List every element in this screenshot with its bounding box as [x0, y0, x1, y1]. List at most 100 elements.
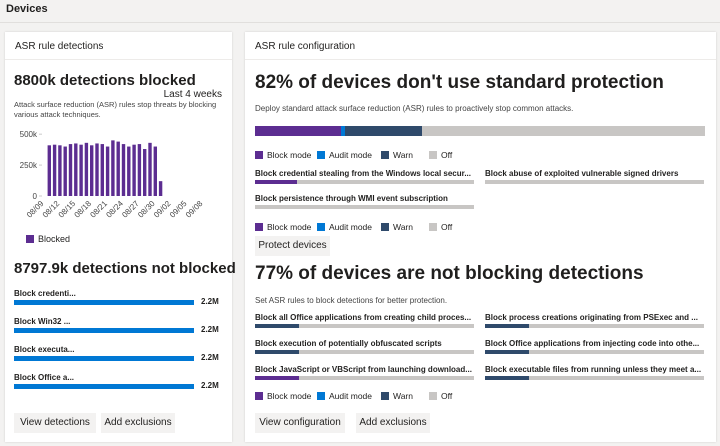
legend-label: Audit mode: [329, 391, 372, 401]
button[interactable]: Add exclusions: [101, 413, 175, 433]
rule-name: Block abuse of exploited vulnerable sign…: [485, 169, 679, 178]
bar: [74, 143, 78, 196]
button[interactable]: Protect devices: [255, 236, 330, 256]
bar: [63, 146, 67, 196]
rule-name: Block Win32 ...: [14, 317, 71, 326]
headline: 77% of devices are not blocking detectio…: [255, 263, 644, 284]
rule-value: 2.2M: [201, 297, 219, 306]
bar-segment: [298, 376, 474, 380]
legend-label: Block mode: [267, 222, 312, 232]
bar: [52, 144, 57, 196]
legend-swatch: [255, 151, 263, 159]
description: Set ASR rules to block detections for be…: [255, 296, 448, 305]
bar-segment: [255, 180, 297, 184]
bar: [153, 146, 157, 196]
legend-swatch: [255, 392, 263, 400]
y-tick-label: 250k: [20, 161, 38, 170]
rule-value: 2.2M: [201, 325, 219, 334]
rule-name: Block persistence through WMI event subs…: [255, 194, 448, 203]
headline: 8797.9k detections not blocked: [14, 260, 236, 277]
bar-segment: [345, 126, 422, 136]
bar: [158, 181, 163, 196]
page-title: Devices: [6, 3, 48, 15]
legend-swatch: [255, 223, 263, 231]
rule-bar: [14, 384, 194, 389]
card-title: ASR rule detections: [15, 41, 104, 52]
bar: [121, 144, 126, 196]
bar: [143, 149, 147, 196]
button[interactable]: View detections: [14, 413, 96, 433]
bar: [79, 144, 83, 196]
bar-segment: [421, 126, 705, 136]
configuration-card: ASR rule configuration 82% of devices don…: [245, 32, 716, 442]
card-divider: [5, 59, 232, 60]
legend-label: Warn: [393, 222, 413, 232]
rule-name: Block credenti...: [14, 289, 76, 298]
rule-value: 2.2M: [201, 353, 219, 362]
bar-segment: [340, 126, 345, 136]
bar-segment: [255, 205, 474, 209]
legend-label: Off: [441, 150, 453, 160]
rule-value: 2.2M: [201, 381, 219, 390]
bar: [137, 144, 142, 196]
legend-label: Off: [441, 391, 453, 401]
legend-swatch: [317, 392, 325, 400]
bar: [100, 144, 104, 196]
bar: [95, 143, 99, 196]
bar: [84, 142, 89, 196]
bar-segment: [255, 324, 299, 328]
bar-segment: [255, 126, 341, 136]
bar: [148, 142, 152, 196]
period: Last 4 weeks: [163, 89, 222, 100]
legend-label: Block mode: [267, 150, 312, 160]
button[interactable]: View configuration: [255, 413, 345, 433]
bar: [105, 146, 110, 196]
rule-name: Block credential stealing from the Windo…: [255, 169, 471, 178]
legend-label: Block mode: [267, 391, 312, 401]
rule-bar: [14, 356, 194, 361]
x-tick-label: 09/08: [184, 199, 205, 220]
bar-segment: [528, 324, 704, 328]
legend-label: Audit mode: [329, 222, 372, 232]
bar: [58, 145, 62, 196]
legend-swatch: [381, 151, 389, 159]
button[interactable]: Add exclusions: [356, 413, 430, 433]
rule-bar: [14, 328, 194, 333]
header-divider: [0, 22, 720, 23]
bar-segment: [298, 324, 474, 328]
bar: [47, 145, 51, 196]
legend-swatch: [26, 235, 34, 243]
detections-card: ASR rule detections 8800k detections bloc…: [5, 32, 236, 442]
legend-swatch: [317, 223, 325, 231]
bar: [132, 144, 136, 196]
bar: [116, 141, 120, 196]
legend-label: Off: [441, 222, 453, 232]
legend-label: Warn: [393, 150, 413, 160]
rule-name: Block executa...: [14, 345, 75, 354]
bar-segment: [298, 350, 474, 354]
description: Attack surface reduction (ASR) rules sto…: [14, 100, 217, 119]
legend-label: Warn: [393, 391, 413, 401]
legend-label: Audit mode: [329, 150, 372, 160]
legend-swatch: [381, 392, 389, 400]
legend-swatch: [429, 223, 437, 231]
rule-name: Block execution of potentially obfuscate…: [255, 339, 442, 348]
rule-name: Block Office applications from injecting…: [485, 339, 700, 348]
bar-segment: [485, 350, 529, 354]
headline: 82% of devices don't use standard protec…: [255, 72, 664, 93]
rule-name: Block JavaScript or VBScript from launch…: [255, 365, 472, 374]
legend-swatch: [429, 392, 437, 400]
bar-segment: [296, 180, 474, 184]
bar-segment: [255, 350, 299, 354]
legend-swatch: [317, 151, 325, 159]
bar-segment: [528, 350, 704, 354]
detections-chart: 0250k500k08/0908/1208/1508/1808/2108/240…: [20, 130, 205, 220]
card-title: ASR rule configuration: [255, 41, 356, 52]
bar: [68, 144, 73, 196]
bar-segment: [485, 376, 529, 380]
card-divider: [245, 59, 716, 60]
headline: 8800k detections blocked: [14, 72, 196, 89]
rule-name: Block all Office applications from creat…: [255, 313, 472, 322]
bar: [127, 146, 131, 196]
